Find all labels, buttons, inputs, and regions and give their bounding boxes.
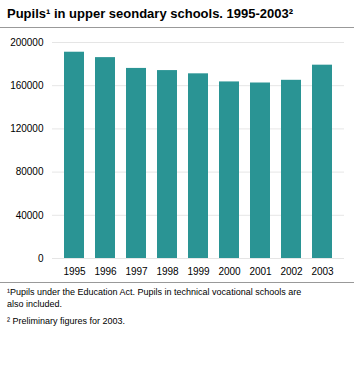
svg-text:2002: 2002 bbox=[280, 266, 303, 277]
svg-text:1996: 1996 bbox=[94, 266, 117, 277]
svg-text:0: 0 bbox=[38, 253, 44, 264]
svg-text:40000: 40000 bbox=[16, 210, 44, 221]
svg-text:120000: 120000 bbox=[10, 123, 44, 134]
svg-text:2001: 2001 bbox=[249, 266, 272, 277]
html-text:¹Pupils under the Education Ac: ¹Pupils under the Education Act. Pupils … bbox=[7, 287, 302, 309]
svg-text:2000: 2000 bbox=[218, 266, 241, 277]
svg-text:200000: 200000 bbox=[10, 37, 44, 48]
svg-text:1999: 1999 bbox=[187, 266, 210, 277]
html-text:Pupils¹ in upper seondary scho: Pupils¹ in upper seondary schools. 1995-… bbox=[7, 6, 294, 21]
svg-text:80000: 80000 bbox=[16, 166, 44, 177]
svg-text:2003: 2003 bbox=[311, 266, 334, 277]
svg-text:1998: 1998 bbox=[156, 266, 179, 277]
svg-text:1997: 1997 bbox=[125, 266, 148, 277]
html-text:² Preliminary figures for 2003: ² Preliminary figures for 2003. bbox=[7, 316, 125, 327]
svg-text:1995: 1995 bbox=[63, 266, 86, 277]
svg-text:160000: 160000 bbox=[10, 80, 44, 91]
